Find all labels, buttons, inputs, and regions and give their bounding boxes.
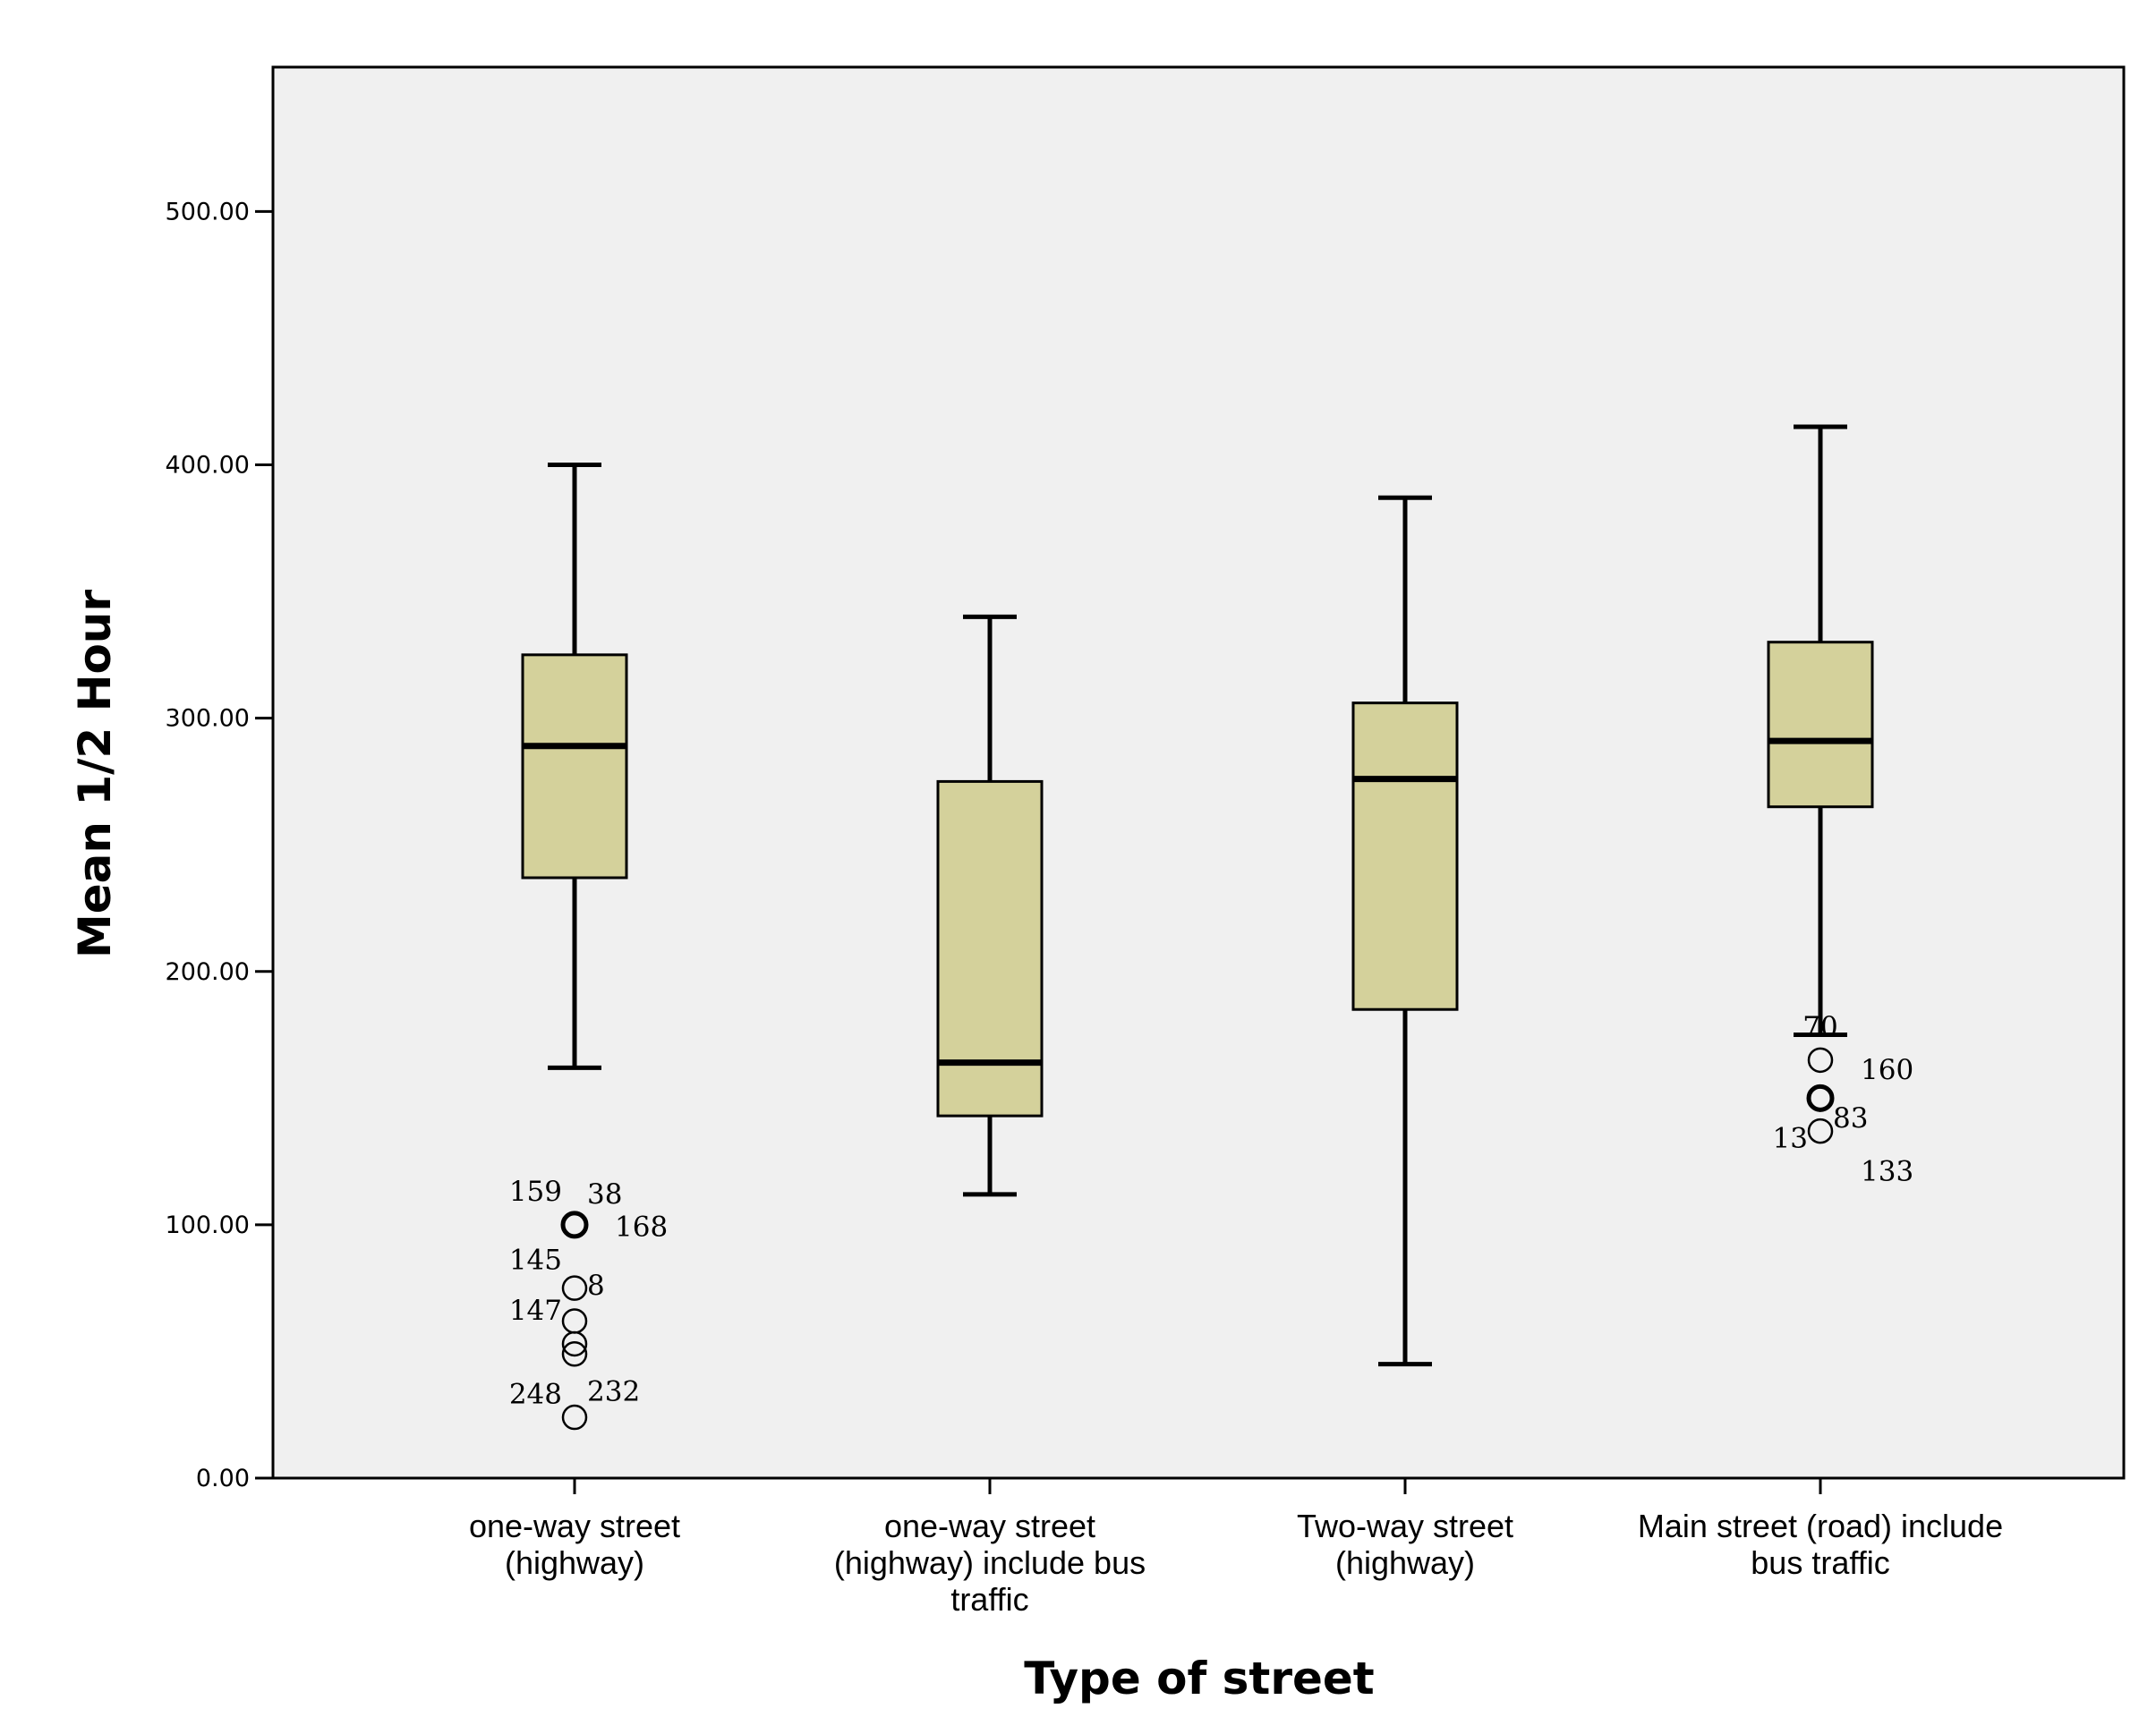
x-tick-label: (highway) — [505, 1544, 644, 1581]
iqr-box — [1767, 641, 1874, 809]
y-tick-label: 100.00 — [166, 1211, 250, 1239]
y-axis: 0.00 100.00 200.00 300.00 400.00 500.00 — [166, 198, 273, 1492]
x-tick-label: Main street (road) include — [1638, 1508, 2003, 1544]
x-tick-label: traffic — [950, 1581, 1028, 1618]
outlier-point — [1806, 1084, 1835, 1112]
outlier-label: 8 — [587, 1270, 605, 1302]
x-axis-title: Type of street — [1024, 1653, 1374, 1704]
x-tick-label: Two-way street — [1297, 1508, 1513, 1544]
outlier-point — [561, 1330, 588, 1357]
outlier-label: 133 — [1861, 1155, 1913, 1187]
outlier-label: 160 — [1861, 1054, 1913, 1086]
outlier-label: 83 — [1833, 1102, 1868, 1135]
outlier-label: 145 — [509, 1245, 562, 1277]
outlier-point — [561, 1341, 588, 1367]
x-tick-label: one-way street — [884, 1508, 1095, 1544]
y-tick-label: 400.00 — [166, 452, 250, 480]
box-series — [521, 424, 1874, 1367]
outlier-label: 248 — [509, 1379, 562, 1411]
outlier-point — [1807, 1047, 1834, 1074]
outlier-label: 168 — [615, 1211, 668, 1244]
outlier-point — [561, 1404, 588, 1431]
y-tick-label: 0.00 — [196, 1465, 250, 1492]
y-tick-label: 200.00 — [166, 958, 250, 986]
y-tick-label: 500.00 — [166, 198, 250, 225]
x-tick-label: one-way street — [469, 1508, 680, 1544]
outlier-point — [560, 1211, 589, 1239]
iqr-box — [1351, 701, 1459, 1011]
x-tick-label: bus traffic — [1751, 1544, 1889, 1581]
iqr-box — [521, 653, 628, 880]
y-axis-title: Mean 1/2 Hour — [69, 590, 121, 958]
outlier-label: 159 — [509, 1176, 562, 1208]
outlier-label: 13 — [1773, 1123, 1808, 1155]
outlier-label: 232 — [587, 1376, 640, 1408]
outlier-series — [560, 1047, 1835, 1431]
outlier-point — [561, 1275, 588, 1301]
outlier-label: 70 — [1802, 1011, 1837, 1043]
y-tick-label: 300.00 — [166, 705, 250, 733]
outlier-point — [1807, 1118, 1834, 1144]
x-tick-label: (highway) — [1335, 1544, 1475, 1581]
x-tick-label: (highway) include bus — [834, 1544, 1146, 1581]
outlier-label: 38 — [587, 1178, 622, 1211]
outlier-label: 147 — [509, 1295, 562, 1327]
x-axis: one-way street(highway)one-way street(hi… — [469, 1478, 2003, 1618]
